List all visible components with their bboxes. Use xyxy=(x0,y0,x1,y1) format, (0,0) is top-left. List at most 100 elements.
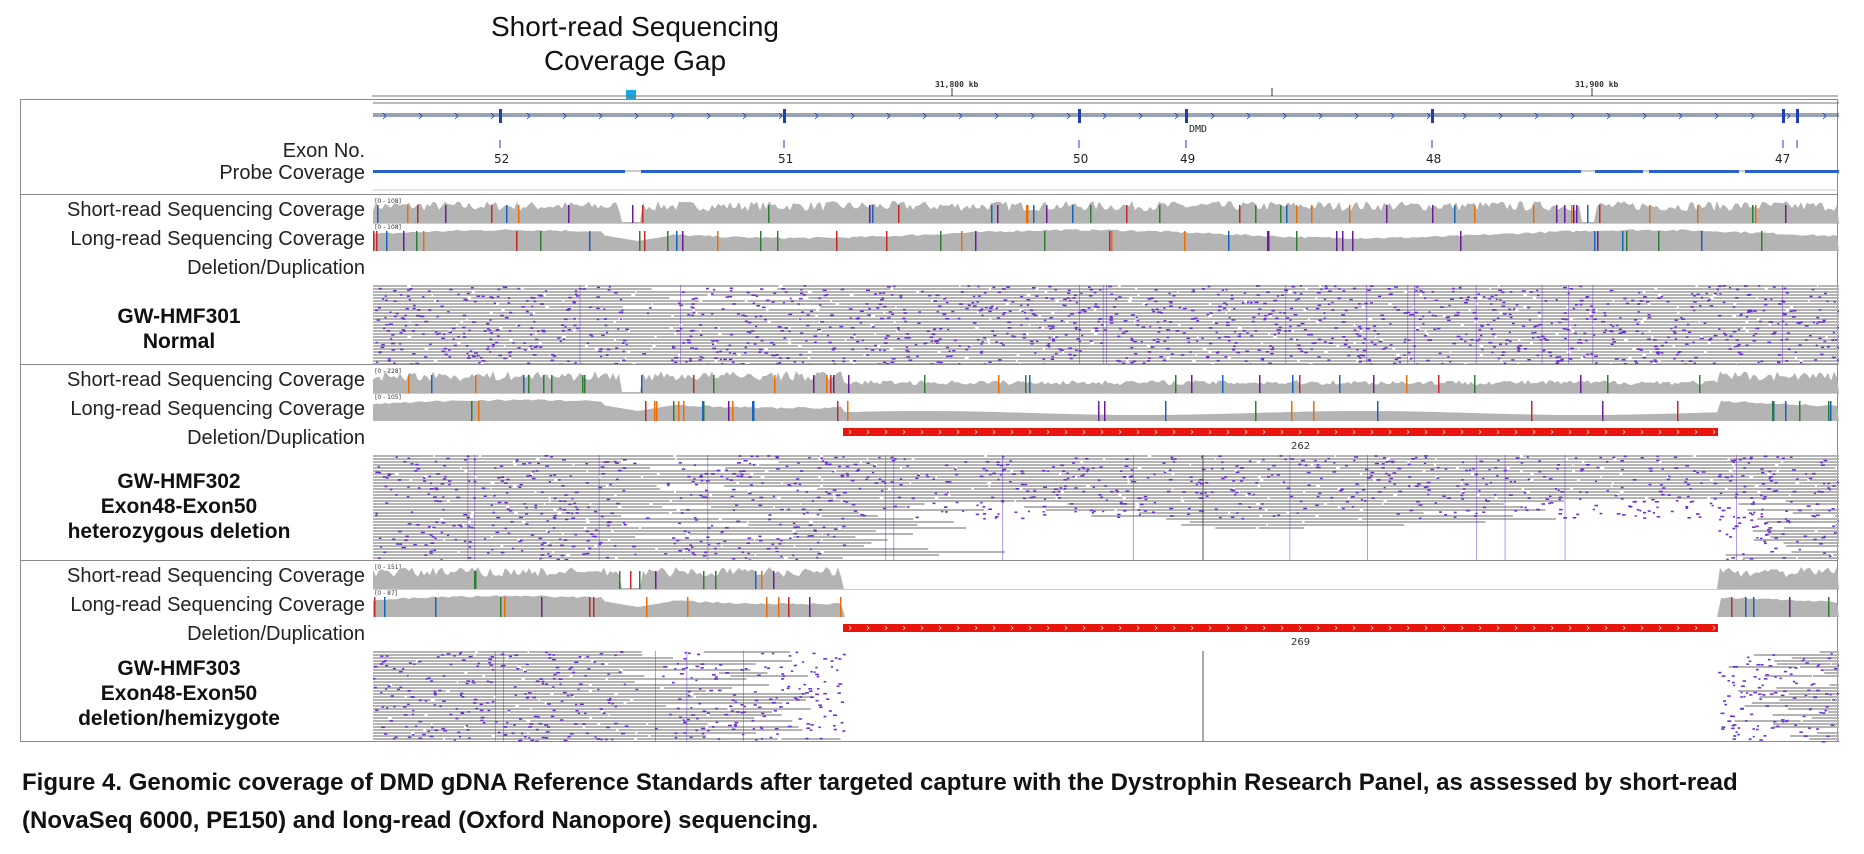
variant-mark xyxy=(641,375,643,393)
variant-mark xyxy=(693,375,695,393)
variant-mark xyxy=(1098,401,1100,421)
sample-1-label-column: Short-read Sequencing Coverage Long-read… xyxy=(21,195,373,364)
variant-mark xyxy=(646,597,648,617)
exon-number-48: 48 xyxy=(1426,152,1442,166)
variant-mark xyxy=(728,401,730,421)
variant-mark xyxy=(703,401,705,421)
variant-mark xyxy=(639,571,641,589)
variant-mark xyxy=(416,231,418,251)
sample-3-name: GW-HMF303 Exon48-Exon50 deletion/hemizyg… xyxy=(21,656,337,731)
variant-mark xyxy=(1576,205,1578,223)
variant-mark xyxy=(1280,205,1282,223)
variant-mark xyxy=(1830,401,1832,421)
variant-mark xyxy=(678,401,680,421)
long-read-label: Long-read Sequencing Coverage xyxy=(70,228,365,250)
variant-mark xyxy=(516,231,518,251)
variant-mark xyxy=(886,231,888,251)
variant-mark xyxy=(1228,231,1230,251)
sample-1-id: GW-HMF301 xyxy=(117,305,241,328)
variant-mark xyxy=(809,597,811,617)
variant-mark xyxy=(528,375,530,393)
variant-mark xyxy=(1531,401,1533,421)
variant-mark xyxy=(777,231,779,251)
variant-mark xyxy=(639,231,641,251)
variant-mark xyxy=(924,375,926,393)
long-read-scale: [0 - 108] xyxy=(375,224,401,231)
short-read-label: Short-read Sequencing Coverage xyxy=(67,369,365,391)
variant-mark xyxy=(1259,375,1261,393)
variant-mark xyxy=(630,571,632,589)
exon-block xyxy=(1782,109,1785,123)
variant-mark xyxy=(386,231,388,251)
short-read-scale: [0 - 228] xyxy=(375,368,401,375)
short-read-label: Short-read Sequencing Coverage xyxy=(67,565,365,587)
variant-mark xyxy=(1255,401,1257,421)
variant-mark xyxy=(1184,231,1186,251)
variant-mark xyxy=(840,597,842,617)
probe-segment xyxy=(1649,170,1739,173)
variant-mark xyxy=(768,205,770,223)
variant-mark xyxy=(1222,375,1224,393)
variant-mark xyxy=(1602,401,1604,421)
variant-mark xyxy=(1432,205,1434,223)
variant-mark xyxy=(702,401,704,421)
variant-mark xyxy=(1175,375,1177,393)
deletion-bar xyxy=(843,428,1718,436)
variant-mark xyxy=(471,401,473,421)
variant-mark xyxy=(1291,401,1293,421)
variant-mark xyxy=(1044,231,1046,251)
variant-mark xyxy=(1564,205,1566,223)
variant-mark xyxy=(445,205,447,223)
aligned-reads xyxy=(373,651,1839,743)
variant-mark xyxy=(1474,375,1476,393)
variant-mark xyxy=(1752,205,1754,223)
sample-3-coverage-svg: [0 - 151] [0 - 87] xyxy=(373,564,1839,743)
sample-1-name: GW-HMF301 Normal xyxy=(21,304,337,354)
variant-mark xyxy=(1027,205,1029,223)
variant-mark xyxy=(1165,401,1167,421)
variant-mark xyxy=(778,597,780,617)
variant-mark xyxy=(1626,231,1628,251)
variant-mark xyxy=(788,597,790,617)
variant-mark xyxy=(713,375,715,393)
reference-label-column: Exon No. Probe Coverage xyxy=(21,100,373,194)
variant-mark xyxy=(593,597,595,617)
variant-mark xyxy=(1159,205,1161,223)
variant-mark xyxy=(1029,375,1031,393)
variant-mark xyxy=(541,597,543,617)
variant-mark xyxy=(506,205,508,223)
variant-mark xyxy=(417,205,419,223)
variant-mark xyxy=(1109,231,1111,251)
probe-coverage-label: Probe Coverage xyxy=(219,162,365,184)
long-read-scale: [0 - 105] xyxy=(375,394,401,401)
variant-mark xyxy=(642,205,644,223)
variant-mark xyxy=(1828,401,1830,421)
variant-mark xyxy=(523,375,525,393)
variant-mark xyxy=(1731,597,1733,617)
variant-mark xyxy=(632,205,634,223)
sample-2-status: heterozygous deletion xyxy=(67,520,291,543)
variant-mark xyxy=(474,571,476,589)
variant-mark xyxy=(683,401,685,421)
variant-mark xyxy=(1699,375,1701,393)
variant-mark xyxy=(373,231,375,251)
variant-mark xyxy=(1697,205,1699,223)
variant-mark xyxy=(589,597,591,617)
variant-mark xyxy=(1785,205,1787,223)
variant-mark xyxy=(654,401,656,421)
sample-2-name: GW-HMF302 Exon48-Exon50 heterozygous del… xyxy=(21,469,337,544)
exon-block xyxy=(499,109,502,123)
sample-3-tracks: [0 - 151] [0 - 87] 269 xyxy=(373,561,1839,743)
variant-mark xyxy=(752,401,754,421)
variant-mark xyxy=(1336,231,1338,251)
exon-number-52: 52 xyxy=(494,152,510,166)
variant-mark xyxy=(1352,231,1354,251)
variant-mark xyxy=(1533,205,1535,223)
exon-block xyxy=(1431,109,1434,123)
variant-mark xyxy=(1573,205,1575,223)
variant-mark xyxy=(1773,401,1775,421)
variant-mark xyxy=(940,231,942,251)
long-read-coverage xyxy=(373,595,1839,617)
variant-mark xyxy=(1377,401,1379,421)
variant-mark xyxy=(760,231,762,251)
